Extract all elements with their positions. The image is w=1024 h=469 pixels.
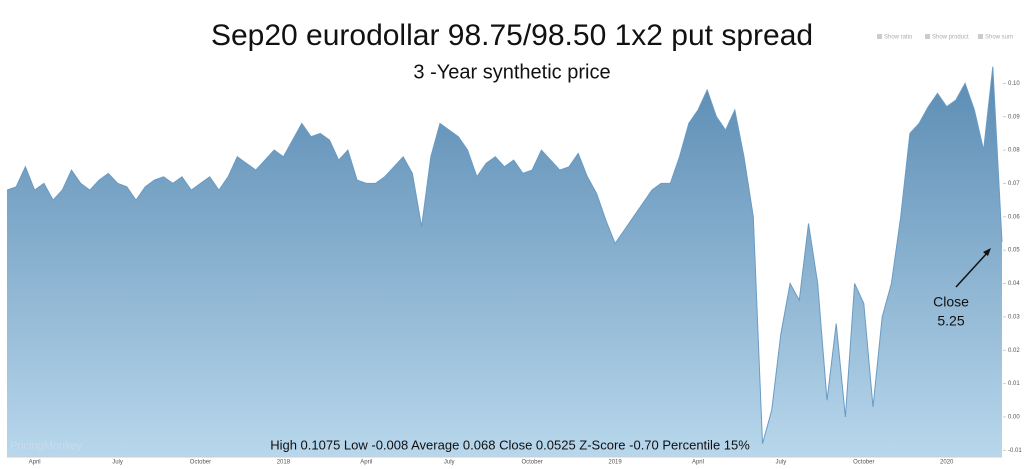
annotation-title: Close: [933, 294, 969, 310]
x-tick-label: April: [360, 460, 372, 466]
y-tick-label: -0.01: [1008, 448, 1022, 454]
toggle-box[interactable]: [877, 34, 882, 39]
y-tick-label: 0.00: [1008, 415, 1020, 421]
chart-title: Sep20 eurodollar 98.75/98.50 1x2 put spr…: [211, 19, 813, 52]
toggle[interactable]: Show sum: [985, 35, 1013, 41]
x-tick-label: July: [444, 460, 455, 466]
plot-area: [6, 66, 1003, 457]
toggle-box[interactable]: [978, 34, 983, 39]
area: [7, 66, 1002, 457]
y-tick-label: 0.10: [1008, 81, 1020, 87]
y-tick-label: 0.01: [1008, 381, 1020, 387]
x-tick-label: April: [29, 460, 41, 466]
y-tick-label: 0.02: [1008, 348, 1020, 354]
y-tick-label: 0.08: [1008, 148, 1020, 154]
toggle[interactable]: Show product: [932, 35, 969, 41]
y-tick-label: 0.04: [1008, 281, 1020, 287]
annotation-arrowhead: [983, 248, 991, 256]
x-tick-label: 2019: [608, 460, 622, 466]
toggle-box[interactable]: [925, 34, 930, 39]
y-tick-label: 0.03: [1008, 314, 1020, 320]
x-tick-label: July: [112, 460, 123, 466]
x-tick-label: 2018: [277, 460, 291, 466]
y-tick-label: 0.07: [1008, 181, 1020, 187]
watermark: PricingMonkey: [10, 440, 83, 452]
x-tick-label: April: [692, 460, 704, 466]
annotation-value: 5.25: [937, 313, 964, 329]
x-tick-label: October: [190, 460, 211, 466]
x-tick-label: 2020: [940, 460, 954, 466]
x-tick-label: October: [521, 460, 542, 466]
x-tick-label: October: [853, 460, 874, 466]
annotation-arrow: [955, 251, 989, 288]
y-tick-label: 0.05: [1008, 248, 1020, 254]
stats-footer: High 0.1075 Low -0.008 Average 0.068 Clo…: [270, 437, 750, 452]
x-tick-label: July: [776, 460, 787, 466]
toggle[interactable]: Show ratio: [884, 35, 913, 41]
chart-subtitle: 3 -Year synthetic price: [413, 61, 610, 83]
y-tick-label: 0.06: [1008, 214, 1020, 220]
area-line: [6, 66, 1003, 444]
y-tick-label: 0.09: [1008, 114, 1020, 120]
